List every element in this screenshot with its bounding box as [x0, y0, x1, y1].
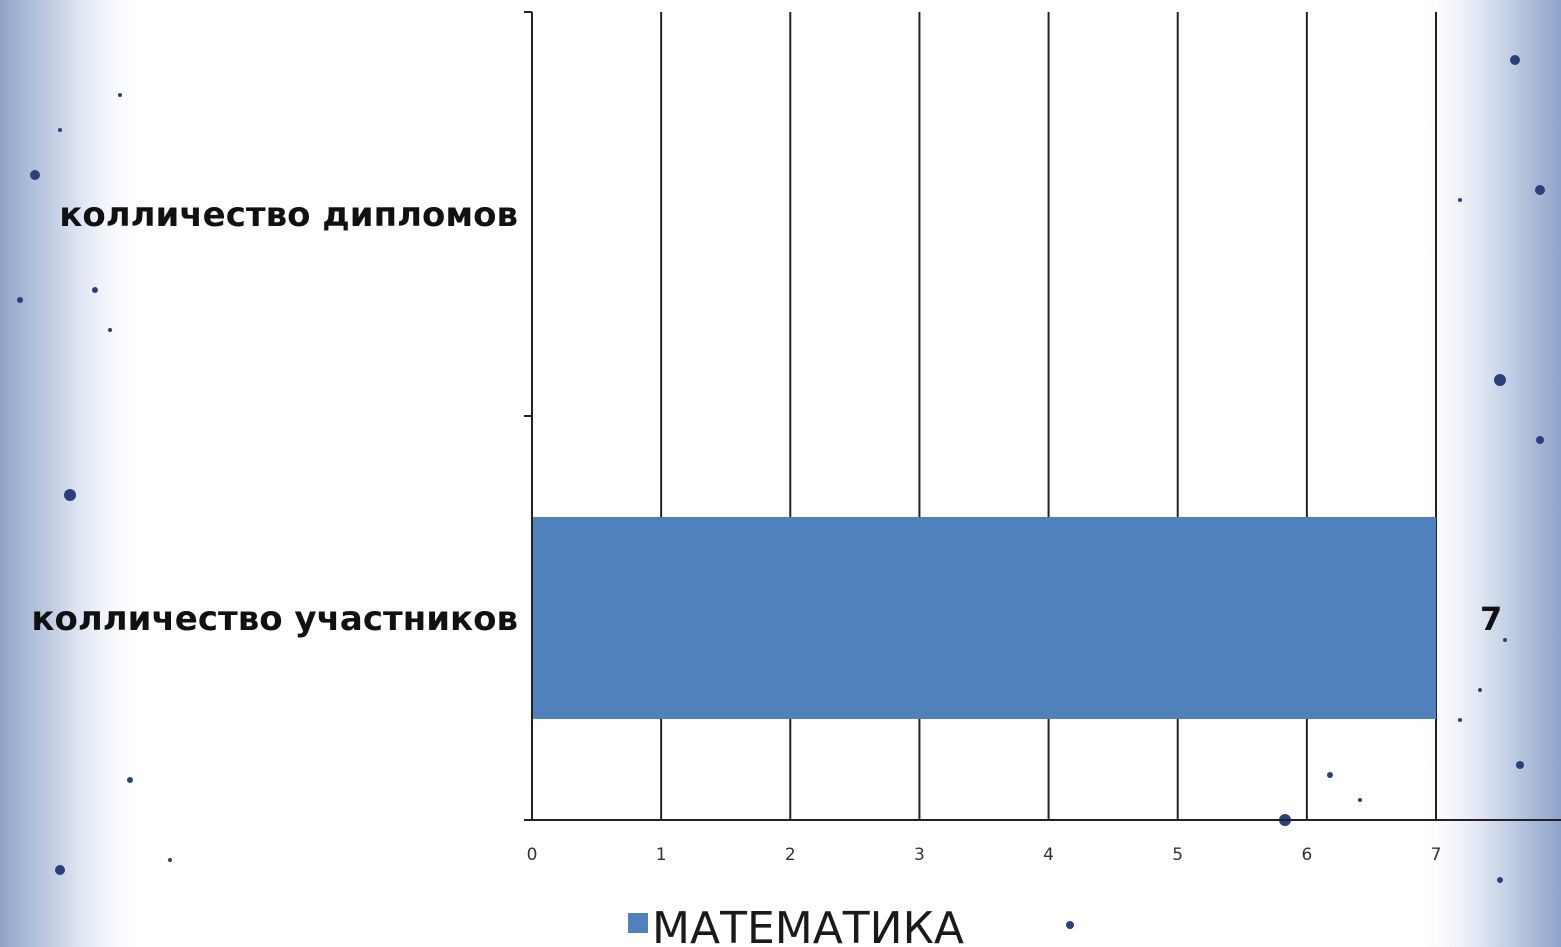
star-sparkle	[1535, 185, 1545, 195]
category-label-1: колличество дипломов	[59, 195, 518, 235]
star-sparkle	[127, 777, 133, 783]
legend-swatch	[628, 913, 648, 933]
x-tick-label-3: 3	[914, 845, 925, 865]
x-tick-label-6: 6	[1301, 845, 1312, 865]
star-sparkle	[64, 489, 76, 501]
y-axis-ticks	[524, 11, 532, 821]
x-tick-label-7: 7	[1431, 845, 1442, 865]
x-tick-label-0: 0	[527, 845, 538, 865]
star-sparkle	[1478, 688, 1482, 692]
star-sparkle	[168, 858, 172, 862]
star-sparkle	[1066, 921, 1074, 929]
star-sparkle	[1494, 374, 1506, 386]
bars	[532, 517, 1436, 719]
star-sparkle	[92, 287, 98, 293]
star-sparkle	[1503, 638, 1507, 642]
star-sparkle	[58, 128, 62, 132]
star-sparkle	[1458, 718, 1462, 722]
data-labels: 7	[1480, 600, 1502, 638]
star-sparkle	[108, 328, 112, 332]
star-sparkle	[1458, 198, 1462, 202]
star-sparkle	[1510, 55, 1520, 65]
x-tick-label-5: 5	[1172, 845, 1183, 865]
star-sparkle	[30, 170, 40, 180]
legend: МАТЕМАТИКА	[628, 903, 964, 947]
x-tick-label-2: 2	[785, 845, 796, 865]
star-sparkle	[17, 297, 23, 303]
x-tick-label-4: 4	[1043, 845, 1054, 865]
star-sparkle	[1358, 798, 1362, 802]
x-axis-tick-labels: 0 1 2 3 4 5 6 7	[527, 845, 1442, 865]
star-sparkle	[1327, 772, 1333, 778]
star-sparkle	[55, 865, 65, 875]
bar-0	[532, 517, 1436, 719]
star-sparkle	[1497, 877, 1503, 883]
category-labels: колличество участников колличество диплом…	[31, 195, 518, 639]
legend-label: МАТЕМАТИКА	[652, 903, 964, 947]
star-sparkle	[118, 93, 122, 97]
x-tick-label-1: 1	[656, 845, 667, 865]
star-sparkle	[1536, 436, 1544, 444]
star-sparkle	[1516, 761, 1524, 769]
category-label-0: колличество участников	[31, 599, 518, 639]
data-label-0: 7	[1480, 600, 1502, 638]
